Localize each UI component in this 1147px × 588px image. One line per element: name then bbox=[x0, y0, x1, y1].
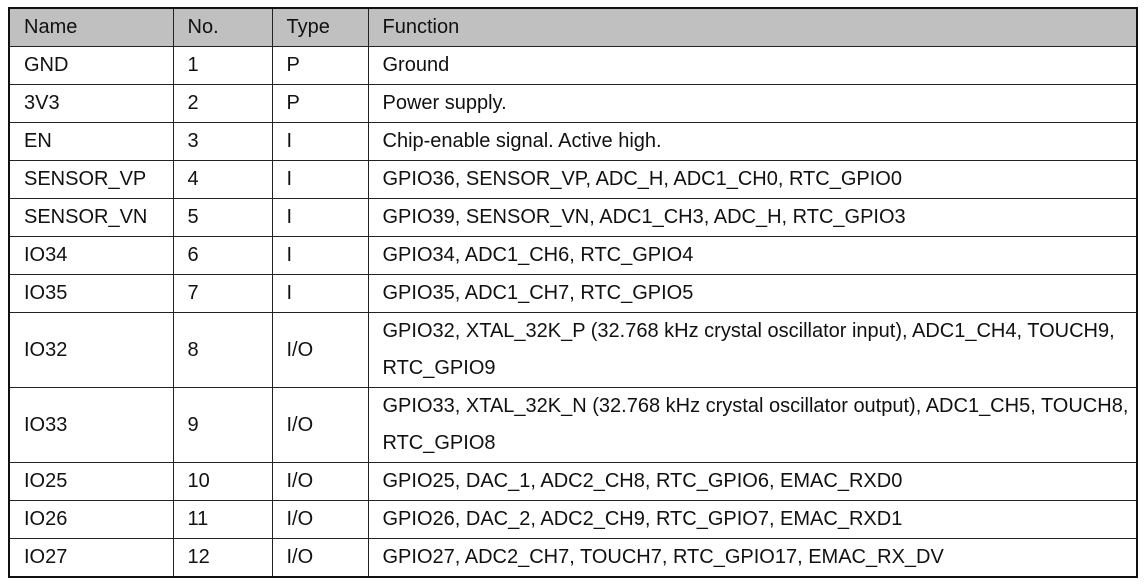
pin-name: IO26 bbox=[8, 500, 174, 539]
pin-name: IO33 bbox=[8, 387, 174, 463]
pin-number: 8 bbox=[172, 312, 273, 388]
pin-type: I/O bbox=[271, 387, 369, 463]
header-row: Name No. Type Function bbox=[8, 7, 1138, 47]
pin-name: IO27 bbox=[8, 538, 174, 578]
pin-type: I/O bbox=[271, 500, 369, 539]
pin-type: I/O bbox=[271, 312, 369, 388]
table-row: IO25 10 I/O GPIO25, DAC_1, ADC2_CH8, RTC_GP… bbox=[8, 462, 1138, 501]
pin-name: 3V3 bbox=[8, 84, 174, 123]
table-row: IO27 12 I/O GPIO27, ADC2_CH7, TOUCH7, RTC_G… bbox=[8, 538, 1138, 578]
pin-number: 11 bbox=[172, 500, 273, 539]
pin-number: 7 bbox=[172, 274, 273, 313]
pin-number: 10 bbox=[172, 462, 273, 501]
pin-number: 1 bbox=[172, 46, 273, 85]
header-name: Name bbox=[8, 7, 174, 47]
table-row: IO35 7 I GPIO35, ADC1_CH7, RTC_GPIO5 bbox=[8, 274, 1138, 313]
pin-function: GPIO32, XTAL_32K_P (32.768 kHz crystal o… bbox=[367, 312, 1138, 388]
table-row: SENSOR_VN 5 I GPIO39, SENSOR_VN, ADC1_CH3, … bbox=[8, 198, 1138, 237]
pin-function: GPIO39, SENSOR_VN, ADC1_CH3, ADC_H, RTC_… bbox=[367, 198, 1138, 237]
pin-type: I bbox=[271, 198, 369, 237]
table-row: EN 3 I Chip-enable signal. Active high. bbox=[8, 122, 1138, 161]
pin-number: 9 bbox=[172, 387, 273, 463]
pin-type: I/O bbox=[271, 462, 369, 501]
pin-type: I bbox=[271, 236, 369, 275]
pin-function: GPIO33, XTAL_32K_N (32.768 kHz crystal o… bbox=[367, 387, 1138, 463]
pin-type: I bbox=[271, 122, 369, 161]
pin-number: 3 bbox=[172, 122, 273, 161]
pin-name: SENSOR_VP bbox=[8, 160, 174, 199]
table-row: IO34 6 I GPIO34, ADC1_CH6, RTC_GPIO4 bbox=[8, 236, 1138, 275]
pin-name: IO35 bbox=[8, 274, 174, 313]
pin-number: 5 bbox=[172, 198, 273, 237]
pin-function: Ground bbox=[367, 46, 1138, 85]
pin-function: GPIO35, ADC1_CH7, RTC_GPIO5 bbox=[367, 274, 1138, 313]
pin-function: GPIO36, SENSOR_VP, ADC_H, ADC1_CH0, RTC_… bbox=[367, 160, 1138, 199]
pin-type: I bbox=[271, 160, 369, 199]
pin-number: 2 bbox=[172, 84, 273, 123]
pin-type: I bbox=[271, 274, 369, 313]
table-row: IO33 9 I/O GPIO33, XTAL_32K_N (32.768 kHz c… bbox=[8, 387, 1138, 463]
table-row: 3V3 2 P Power supply. bbox=[8, 84, 1138, 123]
pin-function: Chip-enable signal. Active high. bbox=[367, 122, 1138, 161]
pin-number: 6 bbox=[172, 236, 273, 275]
pin-function: GPIO25, DAC_1, ADC2_CH8, RTC_GPIO6, EMAC… bbox=[367, 462, 1138, 501]
table-row: GND 1 P Ground bbox=[8, 46, 1138, 85]
header-type: Type bbox=[271, 7, 369, 47]
pin-name: SENSOR_VN bbox=[8, 198, 174, 237]
pin-name: IO34 bbox=[8, 236, 174, 275]
header-no: No. bbox=[172, 7, 273, 47]
pin-name: IO25 bbox=[8, 462, 174, 501]
header-function: Function bbox=[367, 7, 1138, 47]
pin-type: P bbox=[271, 46, 369, 85]
table-row: IO26 11 I/O GPIO26, DAC_2, ADC2_CH9, RTC_GP… bbox=[8, 500, 1138, 539]
pin-number: 12 bbox=[172, 538, 273, 578]
pin-name: IO32 bbox=[8, 312, 174, 388]
pin-function: GPIO26, DAC_2, ADC2_CH9, RTC_GPIO7, EMAC… bbox=[367, 500, 1138, 539]
pin-name: EN bbox=[8, 122, 174, 161]
pin-name: GND bbox=[8, 46, 174, 85]
pin-function: GPIO34, ADC1_CH6, RTC_GPIO4 bbox=[367, 236, 1138, 275]
pin-type: I/O bbox=[271, 538, 369, 578]
pin-function: Power supply. bbox=[367, 84, 1138, 123]
pin-function: GPIO27, ADC2_CH7, TOUCH7, RTC_GPIO17, EM… bbox=[367, 538, 1138, 578]
table-row: SENSOR_VP 4 I GPIO36, SENSOR_VP, ADC_H, ADC… bbox=[8, 160, 1138, 199]
pin-definition-table: Name No. Type Function GND 1 P Ground 3V3 2 P P… bbox=[8, 7, 1138, 578]
table-row: IO32 8 I/O GPIO32, XTAL_32K_P (32.768 kHz c… bbox=[8, 312, 1138, 388]
pin-number: 4 bbox=[172, 160, 273, 199]
pin-type: P bbox=[271, 84, 369, 123]
